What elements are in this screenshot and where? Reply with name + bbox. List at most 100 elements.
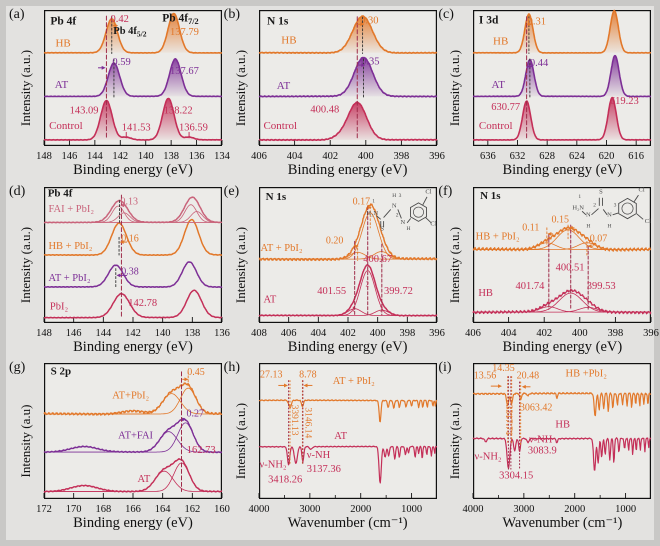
x-tick-label: 398 [399, 328, 415, 339]
shift-arrow-head [182, 417, 187, 422]
annotation-text: ν-NH₂ [259, 460, 286, 471]
annotation-text: 1 [351, 305, 355, 313]
panel-e: (e) Intensity (a.u.) 408 406 404 402 400 398 396… [223, 183, 445, 362]
bond-line [422, 196, 428, 205]
x-tick-label: 142 [112, 151, 128, 162]
annotation-text: 3083.9 [528, 446, 557, 457]
annotation-text: 141.53 [122, 122, 151, 133]
curve-AT [43, 58, 223, 98]
x-tick-label: 620 [599, 151, 615, 162]
annotation-text: HB +PbI₂ [566, 369, 608, 380]
x-tick-label: 404 [501, 328, 517, 339]
x-tick-label: 406 [465, 328, 481, 339]
annotation-text: N 1s [480, 190, 501, 202]
curve-HB [258, 15, 438, 54]
annotation-text: AT + PbI₂ [260, 243, 302, 254]
panel-b: (b) Intensity (a.u.) 406 404 402 400 398 396 N 1… [223, 7, 445, 185]
x-tick-label: 402 [322, 151, 338, 162]
curve-fill [473, 55, 652, 97]
annotation-text: 401.74 [516, 281, 546, 292]
atom-label: 1 [579, 193, 582, 199]
x-tick-label: 632 [510, 151, 526, 162]
bond-line [406, 217, 411, 223]
x-tick-label: 166 [125, 504, 141, 515]
panel-b-canvas: 406 404 402 400 398 396 N 1s 0.30 HB 0.35 AT 400.48… [251, 10, 445, 162]
annotation-text: 0.59 [112, 57, 130, 68]
atom-label: H [587, 223, 591, 229]
annotation-text: S 2p [51, 366, 72, 378]
annotation-text: 3304.15 [499, 471, 533, 482]
shift-arrow-head [112, 23, 117, 28]
annotation-text: HB [479, 287, 494, 298]
annotation-text: 0.17 [352, 196, 370, 207]
annotation-text: N 1s [265, 191, 286, 203]
annotation-text: AT+FAI [118, 431, 153, 442]
bond-line [591, 207, 600, 215]
x-tick-label: 402 [537, 328, 553, 339]
annotation-text: 619.23 [610, 96, 639, 107]
annotation-text: 136.59 [179, 122, 208, 133]
x-tick-label: 400 [358, 151, 374, 162]
x-axis-label: Wavenumber (cm⁻¹) [287, 515, 408, 532]
x-tick-label: 408 [251, 328, 267, 339]
curve-AT+PbI₂ [43, 382, 223, 417]
panel-c-canvas: 636 632 628 624 620 616 I 3d 0.31 HB 0.44 AT 630.77… [473, 9, 652, 162]
x-tick-label: 146 [62, 151, 78, 162]
x-tick-label: 144 [95, 328, 112, 339]
y-axis-label: Intensity (a.u.) [447, 49, 463, 127]
annotation-text: Control [49, 120, 83, 132]
bond-line [582, 210, 587, 215]
annotation-text: Control [263, 120, 297, 132]
annotation-text: 142.78 [128, 298, 157, 309]
x-axis-label: Binding energy (eV) [287, 162, 408, 178]
annotation-text: 0.16 [121, 233, 138, 244]
x-tick-label: 138 [163, 151, 179, 162]
shift-arrow-head [283, 383, 288, 388]
x-tick-label: 616 [629, 151, 645, 162]
annotation-text: 3137.36 [306, 464, 340, 475]
annotation-text: 0.13 [121, 196, 138, 207]
annotation-text: 3 [379, 305, 383, 313]
bond-line [612, 212, 619, 215]
x-tick-label: 172 [36, 504, 52, 515]
curve-Control [258, 101, 438, 142]
panel-h: (h) Intensity (a.u.) 4000 3000 2000 1000 27.13… [223, 360, 438, 538]
atom-label: H [406, 226, 410, 232]
annotation-text: AT [334, 431, 347, 442]
x-tick-label: 140 [155, 328, 171, 339]
atom-label: 3 [398, 193, 401, 199]
shift-arrow-head [528, 22, 533, 27]
shift-arrow-head [120, 203, 125, 207]
x-tick-label: 144 [87, 151, 104, 162]
atom-label: N [400, 218, 405, 225]
x-tick-label: 1000 [615, 504, 636, 515]
annotation-text: Pb 4f [48, 187, 73, 199]
annotation-text: AT [276, 80, 290, 92]
atom-label: N [607, 211, 612, 218]
figure-grid: (a) Intensity (a.u.) 148 146 144 142 140 138 136… [8, 7, 659, 538]
x-tick-label: 396 [429, 328, 445, 339]
annotation-text: 137.79 [170, 27, 199, 38]
panel-f: (f) Intensity (a.u.) 406 404 402 400 398 396 N 1… [437, 184, 659, 362]
x-tick-label: 396 [429, 151, 445, 162]
annotation-text: 8.78 [299, 370, 317, 381]
benzene-ring [618, 197, 638, 219]
curve-AT + PbI₂ [43, 260, 223, 288]
panel-g: (g) Intensity (a.u) 172 170 168 166 164 162 160 S… [8, 360, 230, 538]
shift-arrow-head [529, 64, 534, 69]
panel-letter: (d) [9, 183, 26, 199]
annotation-text: ν-NH [529, 435, 553, 446]
annotation-text: Control [479, 120, 513, 132]
x-tick-label: 398 [608, 328, 624, 339]
atom-label: N [392, 202, 397, 209]
annotation-text: 14.35 [493, 363, 516, 374]
curve-HB [43, 12, 223, 54]
shift-arrow-head [498, 384, 503, 389]
panel-letter: (e) [223, 183, 240, 199]
annotation-text: HB [55, 38, 70, 50]
annotation-text: 143.09 [70, 105, 99, 116]
x-tick-label: 148 [36, 151, 52, 162]
x-tick-label: 400 [369, 328, 385, 339]
